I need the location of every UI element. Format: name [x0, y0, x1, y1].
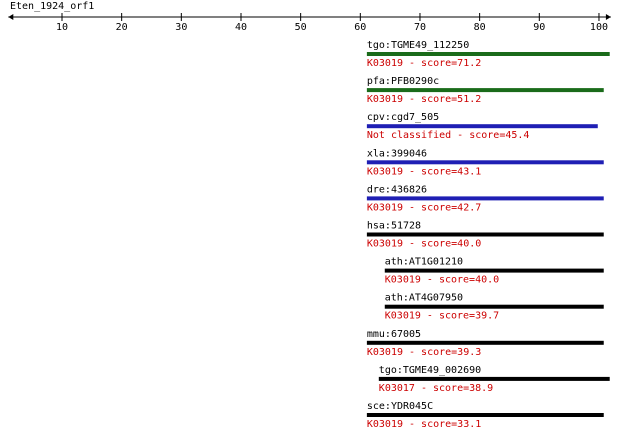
hit-label: sce:YDR045C — [367, 401, 433, 412]
hit-annotation: K03019 - score=43.1 — [367, 166, 481, 177]
hit-annotation: K03019 - score=40.0 — [385, 275, 499, 286]
hit-label: dre:436826 — [367, 184, 427, 195]
hit-bar — [366, 88, 604, 93]
hit-label: cpv:cgd7_505 — [367, 112, 439, 123]
tick-label: 60 — [354, 22, 366, 33]
hit-annotation: Not classified - score=45.4 — [367, 130, 530, 141]
hit-bar — [384, 268, 604, 273]
hit-bar — [384, 304, 604, 309]
hit-label: pfa:PFB0290c — [367, 76, 439, 87]
hit-label: tgo:TGME49_112250 — [367, 40, 469, 51]
tick-label: 100 — [590, 22, 608, 33]
hit-bar — [366, 413, 604, 417]
hit-annotation: K03019 - score=39.7 — [385, 311, 499, 322]
hit-label: ath:AT1G01210 — [385, 257, 463, 268]
tick-label: 90 — [533, 22, 545, 33]
hit-label: xla:399046 — [367, 148, 427, 159]
hit-bar — [378, 376, 610, 381]
tick-label: 20 — [116, 22, 128, 33]
tick-label: 80 — [474, 22, 486, 33]
hit-label: mmu:67005 — [367, 329, 421, 340]
hit-annotation: K03017 - score=38.9 — [379, 383, 493, 394]
hit-bar — [366, 196, 604, 201]
tick-label: 30 — [175, 22, 187, 33]
tick-label: 50 — [295, 22, 307, 33]
hit-annotation: K03019 - score=40.0 — [367, 239, 481, 250]
ruler-arrow — [605, 14, 611, 20]
hit-annotation: K03019 - score=39.3 — [367, 347, 481, 358]
hit-bar — [366, 340, 604, 345]
hit-annotation: K03019 - score=33.1 — [367, 419, 481, 430]
ruler-arrow — [8, 14, 14, 20]
hit-annotation: K03019 - score=71.2 — [367, 58, 481, 69]
hit-bar — [366, 124, 598, 129]
hit-bar — [366, 232, 604, 237]
hit-label: ath:AT4G07950 — [385, 293, 463, 304]
tick-label: 10 — [56, 22, 68, 33]
tick-label: 40 — [235, 22, 247, 33]
hit-label: tgo:TGME49_002690 — [379, 365, 481, 376]
tick-label: 70 — [414, 22, 426, 33]
hit-bar — [366, 160, 604, 165]
hit-annotation: K03019 - score=42.7 — [367, 202, 481, 213]
hit-bar — [366, 52, 610, 56]
hit-label: hsa:51728 — [367, 221, 421, 232]
query-title: Eten_1924_orf1 — [10, 1, 94, 12]
hit-annotation: K03019 - score=51.2 — [367, 94, 481, 105]
